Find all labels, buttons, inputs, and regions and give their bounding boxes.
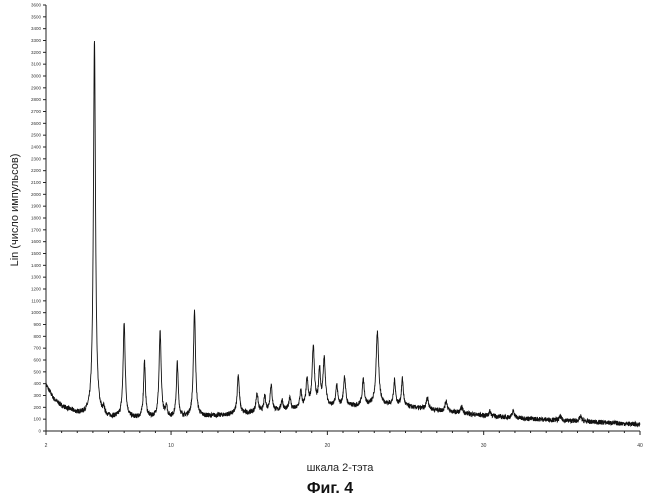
- y-tick-label: 2400: [31, 145, 42, 150]
- x-tick-label: 10: [168, 443, 174, 449]
- y-axis: 0 100 200 300 400 500 600 700 800 900 1000 1100 1200…: [31, 3, 47, 434]
- y-tick-label: 1200: [31, 287, 42, 292]
- diffraction-series-1: [45, 41, 641, 428]
- y-tick-label: 1900: [31, 204, 42, 209]
- y-tick-label: 500: [33, 369, 41, 374]
- y-tick-label: 1600: [31, 239, 42, 244]
- y-tick-label: 400: [33, 381, 41, 386]
- y-tick-label: 1300: [31, 275, 42, 280]
- y-tick-label: 1000: [31, 310, 42, 315]
- y-tick-label: 3400: [31, 26, 42, 31]
- y-tick-label: 1800: [31, 216, 42, 221]
- y-tick-label: 3600: [31, 3, 42, 8]
- y-tick-label: 2600: [31, 121, 42, 126]
- x-tick-label: 30: [481, 443, 487, 449]
- y-tick-label: 2500: [31, 133, 42, 138]
- y-tick-label: 200: [33, 405, 41, 410]
- y-tick-label: 0: [38, 429, 41, 434]
- y-tick-label: 100: [33, 417, 41, 422]
- y-tick-label: 900: [33, 322, 41, 327]
- y-tick-label: 800: [33, 334, 41, 339]
- y-tick-label: 3300: [31, 38, 42, 43]
- y-tick-label: 2700: [31, 109, 42, 114]
- y-tick-label: 1700: [31, 227, 42, 232]
- y-tick-label: 2000: [31, 192, 42, 197]
- y-tick-label: 1100: [31, 298, 41, 303]
- x-axis: 2 10 20 30 40: [45, 430, 643, 449]
- y-tick-label: 3200: [31, 50, 42, 55]
- y-tick-label: 1400: [31, 263, 42, 268]
- y-tick-label: 2200: [31, 168, 42, 173]
- x-tick-label: 40: [637, 443, 643, 449]
- y-axis-title: Lin (число импульсов): [9, 153, 21, 267]
- y-tick-label: 700: [33, 346, 41, 351]
- y-tick-label: 2100: [31, 180, 42, 185]
- y-tick-label: 2800: [31, 97, 42, 102]
- y-tick-label: 3000: [31, 74, 42, 79]
- x-axis-title: шкала 2-тэта: [306, 462, 374, 474]
- x-tick-label: 2: [45, 443, 48, 449]
- y-tick-label: 600: [33, 358, 41, 363]
- figure-caption: Фиг. 4: [306, 480, 354, 497]
- y-tick-label: 1500: [31, 251, 42, 256]
- series-group: [45, 41, 641, 428]
- y-tick-label: 2900: [31, 85, 42, 90]
- y-tick-label: 2300: [31, 156, 42, 161]
- y-tick-label: 300: [33, 393, 41, 398]
- y-tick-label: 3500: [31, 14, 42, 19]
- y-tick-label: 3100: [31, 62, 42, 67]
- x-tick-label: 20: [325, 443, 331, 449]
